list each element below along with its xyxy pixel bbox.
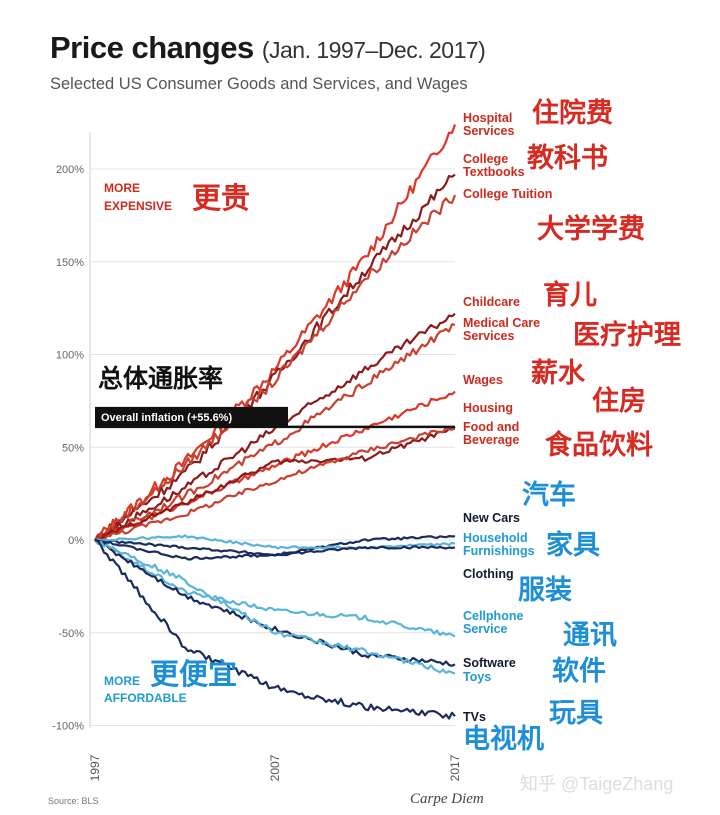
y-tick-label: -100% [52, 721, 84, 733]
series-line [94, 534, 456, 550]
y-tick-label: -50% [58, 628, 84, 640]
region-expensive-cn: 更贵 [192, 182, 250, 215]
region-affordable-line1: MORE [104, 674, 140, 688]
x-tick-label: 2007 [268, 754, 282, 781]
series-label: Household [463, 531, 528, 545]
series-label: Furnishings [463, 544, 535, 558]
series-label-cn: 住房 [592, 385, 646, 416]
series-line [94, 427, 456, 541]
series-line [94, 538, 456, 720]
series-label-cn: 软件 [552, 656, 606, 686]
series-label: Food and [463, 420, 519, 434]
series-label: Software [463, 656, 516, 670]
region-affordable-cn: 更便宜 [150, 657, 237, 691]
series-label: College [463, 152, 508, 166]
series-label: Clothing [463, 567, 514, 581]
region-expensive-line2: EXPENSIVE [104, 199, 172, 213]
y-tick-label: 200% [56, 164, 84, 176]
series-label-cn: 食品饮料 [545, 429, 653, 460]
series-line [94, 194, 457, 541]
series-label: College Tuition [463, 187, 552, 201]
inflation-label-box [95, 406, 288, 427]
series-label: Housing [463, 401, 513, 415]
series-label: Services [463, 124, 514, 138]
series-label-cn: 玩具 [549, 698, 603, 728]
series-label-cn: 家具 [546, 529, 600, 560]
title-main: Price changes [50, 30, 254, 65]
series-label-cn: 医疗护理 [573, 319, 681, 350]
series-label-cn: 育儿 [543, 279, 597, 310]
series-line [94, 539, 456, 675]
series-line [94, 426, 456, 542]
inflation-label-cn: 总体通胀率 [98, 364, 223, 393]
y-tick-label: 50% [62, 442, 84, 454]
series-label-cn: 住院费 [532, 97, 613, 128]
series-label: New Cars [463, 511, 520, 525]
series-lines [94, 124, 457, 720]
x-tick-label: 2017 [448, 754, 462, 781]
series-label: Beverage [463, 433, 519, 447]
series-label: TVs [463, 710, 486, 724]
series-line [94, 538, 456, 561]
series-line [94, 323, 456, 542]
series-label: Hospital [463, 111, 512, 125]
series-label: Cellphone [463, 609, 523, 623]
series-line [94, 539, 456, 667]
title-range: (Jan. 1997–Dec. 2017) [261, 37, 486, 63]
source-note: Source: BLS [48, 796, 99, 806]
series-label-cn: 服装 [518, 575, 572, 605]
series-line [94, 390, 456, 543]
x-axis-tick-labels: 1997 2007 2017 [88, 754, 462, 781]
inflation-marker: Overall inflation (+55.6%) 总体通胀率 [95, 364, 455, 429]
credit-text: Carpe Diem [410, 791, 484, 807]
x-tick-label: 1997 [88, 754, 102, 781]
series-label: Childcare [463, 295, 520, 309]
y-tick-label: 150% [56, 257, 84, 269]
series-label-cn: 薪水 [531, 358, 586, 388]
region-expensive-line1: MORE [104, 181, 140, 195]
page-subtitle: Selected US Consumer Goods and Services,… [50, 75, 468, 93]
series-label: Toys [463, 670, 491, 684]
series-line [94, 312, 456, 542]
page-title: Price changes (Jan. 1997–Dec. 2017) [50, 30, 486, 66]
watermark-text: 知乎 @TaigeZhang [520, 774, 674, 794]
series-label-cn: 通讯 [563, 620, 617, 650]
y-axis-tick-labels: 200% 150% 100% 50% 0% -50% -100% [52, 164, 84, 733]
series-line [94, 173, 456, 541]
inflation-label: Overall inflation (+55.6%) [101, 412, 232, 424]
series-label: Service [463, 622, 508, 636]
series-label-cn: 电视机 [463, 724, 544, 754]
series-label: Wages [463, 373, 503, 387]
series-label-cn: 教科书 [527, 143, 608, 173]
y-tick-label: 100% [56, 350, 84, 362]
series-label: Medical Care [463, 316, 540, 330]
series-label: Textbooks [463, 165, 525, 179]
y-tick-label: 0% [68, 535, 84, 547]
series-label-cn: 大学学费 [537, 213, 645, 244]
region-affordable-line2: AFFORDABLE [104, 691, 187, 705]
series-line [94, 124, 457, 541]
series-label-cn: 汽车 [522, 479, 576, 510]
series-label: Services [463, 329, 514, 343]
